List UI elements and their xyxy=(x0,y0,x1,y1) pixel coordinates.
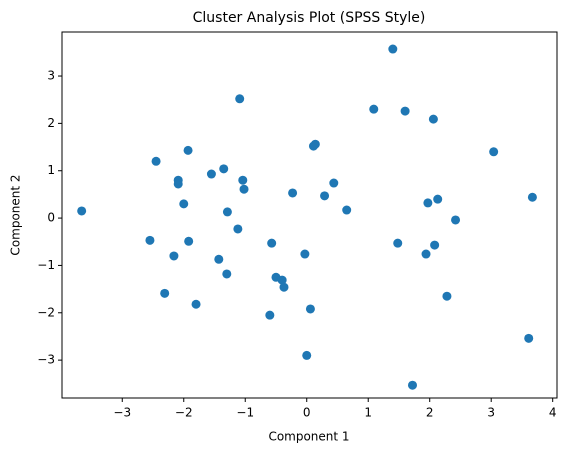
point xyxy=(442,291,452,301)
y-tick-label: −1 xyxy=(37,258,55,272)
point xyxy=(222,269,232,279)
point xyxy=(191,299,201,309)
y-tick-label: 3 xyxy=(47,69,55,83)
x-tick-label: 3 xyxy=(487,406,495,420)
point xyxy=(265,310,275,320)
point xyxy=(235,94,245,104)
point xyxy=(206,169,216,179)
point xyxy=(169,251,179,261)
point xyxy=(173,179,183,189)
y-tick-label: 2 xyxy=(47,116,55,130)
point xyxy=(238,175,248,185)
y-tick-label: 0 xyxy=(47,211,55,225)
x-tick-label: −1 xyxy=(236,406,254,420)
point xyxy=(393,238,403,248)
y-axis-label: Component 2 xyxy=(9,174,23,255)
x-tick-label: 1 xyxy=(364,406,372,420)
point xyxy=(428,114,438,124)
chart-title: Cluster Analysis Plot (SPSS Style) xyxy=(193,10,426,26)
point xyxy=(302,350,312,360)
point xyxy=(151,156,161,166)
point xyxy=(222,207,232,217)
point xyxy=(145,235,155,245)
point xyxy=(214,254,224,264)
point xyxy=(527,192,537,202)
point xyxy=(77,206,87,216)
point xyxy=(267,238,277,248)
point xyxy=(277,275,287,285)
x-axis-label: Component 1 xyxy=(268,430,349,444)
y-tick-label: 1 xyxy=(47,163,55,177)
x-tick-label: 4 xyxy=(549,406,557,420)
point xyxy=(400,106,410,116)
point xyxy=(184,236,194,246)
point xyxy=(430,240,440,250)
plot-frame xyxy=(61,31,558,399)
point xyxy=(388,44,398,54)
point xyxy=(407,380,417,390)
point xyxy=(524,333,534,343)
point xyxy=(279,282,289,292)
point xyxy=(310,139,320,149)
point xyxy=(369,104,379,114)
point xyxy=(305,304,315,314)
point xyxy=(233,224,243,234)
x-tick-label: −2 xyxy=(175,406,193,420)
point xyxy=(489,147,499,157)
point xyxy=(183,145,193,155)
point xyxy=(451,215,461,225)
point xyxy=(433,194,443,204)
point xyxy=(179,199,189,209)
point xyxy=(300,249,310,259)
x-tick-label: −3 xyxy=(113,406,131,420)
point xyxy=(219,164,229,174)
x-tick-label: 0 xyxy=(303,406,311,420)
point xyxy=(421,249,431,259)
y-tick-label: −3 xyxy=(37,353,55,367)
x-tick-label: 2 xyxy=(426,406,434,420)
point xyxy=(423,198,433,208)
point xyxy=(160,288,170,298)
point xyxy=(342,205,352,215)
y-tick-label: −2 xyxy=(37,305,55,319)
point xyxy=(320,191,330,201)
point xyxy=(329,178,339,188)
point xyxy=(239,184,249,194)
point xyxy=(288,188,298,198)
